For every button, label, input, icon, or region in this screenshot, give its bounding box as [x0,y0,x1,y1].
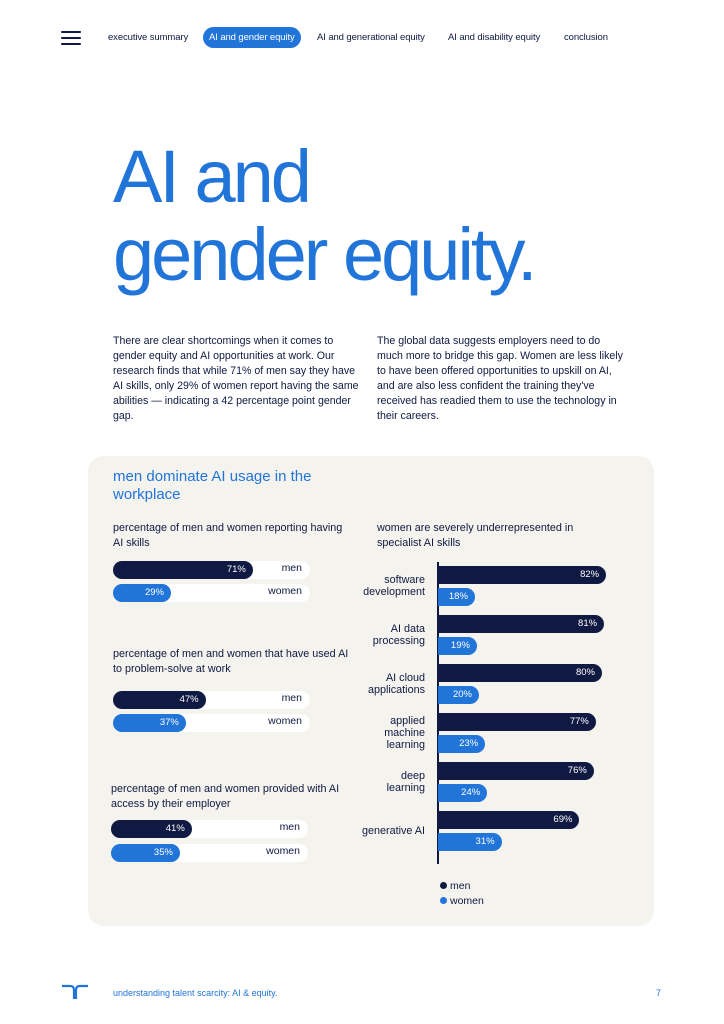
randstad-logo-icon [62,984,88,999]
page-title-line-1: AI and [113,135,312,218]
bar-men: 81% [438,615,605,633]
legend-men: men [440,879,470,893]
bar-category-men: men [281,692,302,704]
bar-value-men: 81% [578,618,598,629]
bar-category-men: men [279,821,300,833]
bar-value-women: 29% [144,587,164,598]
bar-men: 76% [438,762,594,780]
bar-women: 31% [438,833,502,851]
chart-4-title: women are severely underrepresented in s… [377,522,574,549]
bar-category-women: women [268,585,302,597]
nav-ai-generational-equity[interactable]: AI and generational equity [317,32,425,43]
category-label-line: learning [386,782,425,794]
bar-value-women: 20% [452,689,472,700]
bar-women: 29% [113,584,171,602]
bar-women: 23% [438,735,486,753]
category-label-line: software [384,574,425,586]
chart-1-title: percentage of men and women reporting ha… [113,522,343,549]
chart-3-title: percentage of men and women provided wit… [111,783,340,810]
bar-value-men: 47% [179,694,199,705]
bar-women: 24% [438,784,488,802]
bar-men: 47% [113,691,206,709]
top-nav: executive summary AI and gender equity A… [0,27,724,49]
category-label-line: applied [390,715,425,727]
category-label: AI cloud applications [325,672,425,696]
chart-card-title: men dominate AI usage in the workplace [113,468,312,503]
category-label-line: applications [367,684,425,696]
bar-value-women: 24% [461,787,481,798]
bar-value-men: 77% [569,716,589,727]
nav-ai-gender-equity[interactable]: AI and gender equity [203,27,301,48]
bar-value-women: 35% [153,847,173,858]
bar-women: 18% [438,588,475,606]
bar-value-women: 31% [475,836,495,847]
bar-women: 35% [111,844,180,862]
bar-value-men: 82% [580,569,600,580]
bar-category-men: men [281,562,302,574]
hamburger-menu-icon[interactable] [61,31,81,45]
legend-men-dot [440,882,447,889]
bar-value-men: 80% [575,667,595,678]
bar-men: 80% [438,664,602,682]
category-label-line: AI data [390,623,425,635]
page-title: AI and gender equity. [113,135,538,296]
bar-men: 77% [438,713,596,731]
nav-executive-summary[interactable]: executive summary [108,32,189,43]
footer-text: understanding talent scarcity: AI & equi… [113,988,278,998]
bar-value-men: 76% [567,765,587,776]
chart-2-title: percentage of men and women that have us… [113,648,349,675]
legend-women-label: women [450,895,484,907]
bar-value-women: 37% [159,717,179,728]
nav-conclusion[interactable]: conclusion [564,32,608,43]
legend-women-dot [440,897,447,904]
page-number: 7 [656,988,662,998]
legend-women: women [440,894,484,908]
bar-category-women: women [268,715,302,727]
bar-category-women: women [266,845,300,857]
page-title-line-2: gender equity. [113,213,538,296]
bar-men: 71% [113,561,253,579]
bar-value-men: 41% [165,823,185,834]
category-label: AI data processing [325,623,425,647]
category-label: software development [325,574,425,598]
bar-women: 37% [113,714,186,732]
bar-value-men: 69% [553,814,573,825]
category-label: deep learning [325,770,425,794]
category-label-line: processing [372,635,425,647]
bar-women: 20% [438,686,479,704]
bar-value-men: 71% [226,564,246,575]
nav-ai-disability-equity[interactable]: AI and disability equity [448,32,541,43]
category-label: applied machine learning [325,715,425,751]
category-label: generative AI [325,825,425,837]
chart-4-axis [437,562,439,864]
category-label-line: deep [400,770,425,782]
bar-men: 41% [111,820,192,838]
intro-left-paragraph: There are clear shortcomings when it com… [113,335,359,422]
category-label-line: AI cloud [385,672,425,684]
category-label-line: development [363,586,425,598]
bar-value-women: 23% [459,738,479,749]
bar-value-women: 18% [448,591,468,602]
intro-right-paragraph: The global data suggests employers need … [377,335,623,422]
category-label-line: generative AI [361,825,425,837]
bar-value-women: 19% [450,640,470,651]
legend-men-label: men [450,880,471,892]
category-label-line: machine [384,727,425,739]
bar-men: 82% [438,566,607,584]
category-label-line: learning [386,739,425,751]
bar-women: 19% [438,637,477,655]
bar-men: 69% [438,811,580,829]
